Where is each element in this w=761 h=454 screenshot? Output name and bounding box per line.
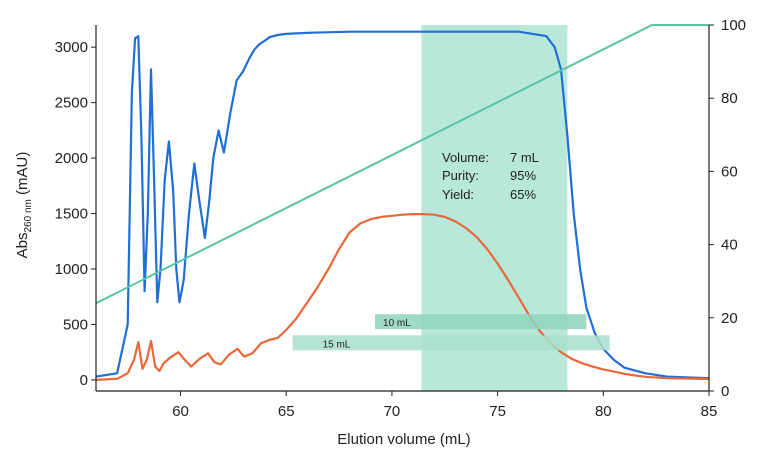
annotation-yield-label: Yield: (442, 187, 474, 202)
x-tick-label: 60 (172, 403, 189, 420)
y-left-tick-label: 3000 (55, 39, 88, 56)
annotation-purity-label: Purity: (442, 168, 479, 183)
x-tick-label: 85 (701, 403, 718, 420)
y-right-tick-label: 80 (721, 90, 738, 107)
x-axis-title: Elution volume (mL) (337, 431, 470, 448)
x-tick-label: 65 (278, 403, 295, 420)
background-layer (421, 25, 568, 391)
annotation-volume-value: 7 mL (510, 150, 539, 165)
y-right-tick-label: 0 (721, 383, 729, 400)
y-left-tick-label: 1500 (55, 206, 88, 223)
gradient-line (95, 24, 709, 305)
x-tick-label: 75 (489, 403, 506, 420)
y-right-tick-label: 100 (721, 17, 746, 34)
y-right-tick-label: 40 (721, 237, 738, 254)
y-axis-title-left: Abs260 nm (mAU) (14, 152, 34, 259)
abs-main-line (95, 30, 710, 380)
y-left-tick-label: 2000 (55, 150, 88, 167)
y-left-tick-label: 0 (80, 372, 88, 389)
y-left-tick-label: 1000 (55, 261, 88, 278)
y-right-tick-label: 60 (721, 163, 738, 180)
purity-annotation: Volume: 7 mL Purity: 95% Yield: 65% (442, 150, 539, 202)
fraction-window (421, 25, 568, 391)
volume-bar-10ml (375, 314, 587, 330)
axes-layer: 60 65 70 75 80 850500100015002000250030000204… (55, 17, 746, 420)
y-right-tick-label: 20 (721, 310, 738, 327)
y-left-tick-label: 2500 (55, 95, 88, 112)
volume-bar-label-10ml: 10 mL (383, 318, 411, 329)
foreground-layer: 10 mL 15 mL (292, 314, 610, 351)
x-tick-label: 70 (384, 403, 401, 420)
y-left-tick-label: 500 (63, 316, 88, 333)
annotation-yield-value: 65% (510, 187, 536, 202)
volume-bar-label-15ml: 15 mL (323, 339, 351, 350)
x-tick-label: 80 (595, 403, 612, 420)
annotation-purity-value: 95% (510, 168, 536, 183)
annotation-volume-label: Volume: (442, 150, 489, 165)
volume-bar-15ml (292, 335, 610, 351)
